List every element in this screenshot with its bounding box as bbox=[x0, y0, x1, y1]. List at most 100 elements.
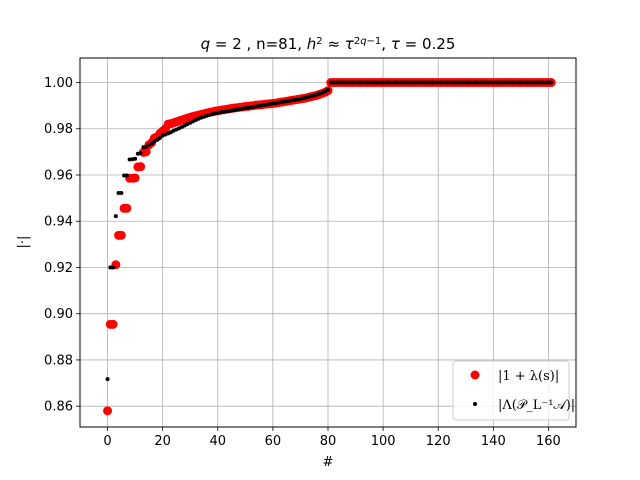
x-tick-label: 20 bbox=[154, 434, 171, 449]
x-tick-label: 100 bbox=[371, 434, 396, 449]
series-2-point bbox=[518, 80, 523, 85]
series-2-point bbox=[108, 265, 113, 270]
series-2-point bbox=[397, 80, 402, 85]
series-2-point bbox=[383, 80, 388, 85]
series-2-point bbox=[540, 80, 545, 85]
legend-label-series-2: |Λ(𝒫_L⁻¹𝒜)| bbox=[498, 398, 575, 413]
series-2-point bbox=[452, 80, 457, 85]
series-2-point bbox=[461, 80, 466, 85]
series-2-point bbox=[113, 214, 118, 219]
series-2-point bbox=[535, 80, 540, 85]
x-tick-label: 160 bbox=[536, 434, 561, 449]
tick-layer: 0 20 40 60 80 100 120 140 160 0.86 0.88 0.90 0.92 0.9… bbox=[44, 76, 561, 449]
series-2-point bbox=[411, 80, 416, 85]
series-2-point bbox=[375, 80, 380, 85]
series-2-point bbox=[116, 191, 121, 196]
series-2-point bbox=[450, 80, 454, 85]
series-2-point bbox=[345, 80, 350, 85]
series-2-point bbox=[427, 80, 432, 85]
series-2-point bbox=[367, 80, 372, 85]
series-1-point bbox=[141, 147, 151, 157]
series-2-point bbox=[353, 80, 358, 85]
series-2-point bbox=[499, 80, 504, 85]
x-tick-label: 60 bbox=[265, 434, 282, 449]
series-2-point bbox=[502, 80, 507, 85]
series-2-point bbox=[480, 80, 485, 85]
chart-title: q = 2 , n=81, h2 ≈ τ2q−1, τ = 0.25 bbox=[201, 35, 456, 53]
series-2-point bbox=[466, 80, 471, 85]
series-layer bbox=[103, 78, 556, 416]
series-2-point bbox=[496, 80, 501, 85]
series-2-point bbox=[494, 80, 499, 85]
series-2-point bbox=[469, 80, 474, 85]
series-2-point bbox=[472, 80, 477, 85]
series-2-point bbox=[408, 80, 413, 85]
legend: |1 + λ(s)| |Λ(𝒫_L⁻¹𝒜)| bbox=[452, 360, 575, 421]
series-2-point bbox=[359, 80, 364, 85]
series-2-point bbox=[474, 80, 479, 85]
series-2-point bbox=[477, 80, 482, 85]
legend-marker-series-1 bbox=[470, 370, 480, 380]
series-2-point bbox=[149, 141, 154, 146]
x-tick-label: 80 bbox=[320, 434, 337, 449]
series-2-point bbox=[356, 80, 361, 85]
series-2-point bbox=[538, 80, 543, 85]
series-1-point bbox=[122, 203, 132, 213]
x-axis-label: # bbox=[323, 455, 334, 470]
series-2-point bbox=[326, 87, 330, 92]
series-2-point bbox=[339, 80, 344, 85]
series-2-point bbox=[378, 80, 383, 85]
series-2-point bbox=[394, 80, 399, 85]
series-2-point bbox=[521, 80, 526, 85]
series-2-point bbox=[422, 80, 427, 85]
series-2-point bbox=[483, 80, 488, 85]
series-2-point bbox=[350, 80, 355, 85]
y-tick-label: 0.90 bbox=[44, 307, 73, 322]
series-2-point bbox=[527, 80, 532, 85]
y-tick-label: 0.98 bbox=[44, 122, 73, 137]
x-tick-label: 140 bbox=[481, 434, 506, 449]
series-2-point bbox=[111, 265, 116, 270]
y-tick-label: 0.96 bbox=[44, 168, 73, 183]
series-2-point bbox=[331, 80, 336, 85]
series-2-point bbox=[524, 80, 529, 85]
series-2-point bbox=[491, 80, 496, 85]
series-2-point bbox=[372, 80, 377, 85]
series-2-point bbox=[389, 80, 394, 85]
series-2-point bbox=[405, 80, 410, 85]
legend-label-series-1: |1 + λ(s)| bbox=[498, 369, 559, 384]
series-1-point bbox=[116, 230, 126, 240]
series-2-point bbox=[436, 80, 441, 85]
series-2-point bbox=[430, 80, 435, 85]
series-2-point bbox=[441, 80, 446, 85]
series-2-point bbox=[361, 80, 366, 85]
series-2-point bbox=[419, 80, 424, 85]
series-2-point bbox=[138, 151, 143, 156]
series-2-point bbox=[392, 80, 397, 85]
series-2-point bbox=[425, 80, 430, 85]
y-tick-label: 0.94 bbox=[44, 215, 73, 230]
series-2-point bbox=[546, 80, 551, 85]
series-2-point bbox=[386, 80, 391, 85]
series-2-point bbox=[438, 80, 443, 85]
series-2-point bbox=[414, 80, 419, 85]
series-2-point bbox=[458, 80, 463, 85]
series-1-point bbox=[108, 319, 118, 329]
series-1-point bbox=[130, 173, 140, 183]
series-2-point bbox=[543, 80, 548, 85]
series-2-point bbox=[529, 80, 534, 85]
series-2-points bbox=[105, 80, 554, 382]
series-2-point bbox=[334, 80, 339, 85]
x-tick-label: 120 bbox=[426, 434, 451, 449]
series-2-point bbox=[119, 191, 124, 196]
series-2-point bbox=[403, 80, 408, 85]
series-2-point bbox=[416, 80, 421, 85]
series-2-point bbox=[433, 80, 438, 85]
series-1-point bbox=[103, 406, 113, 416]
series-2-point bbox=[516, 80, 521, 85]
series-2-point bbox=[485, 80, 490, 85]
series-2-point bbox=[444, 80, 449, 85]
series-2-point bbox=[510, 80, 515, 85]
series-2-point bbox=[348, 80, 353, 85]
